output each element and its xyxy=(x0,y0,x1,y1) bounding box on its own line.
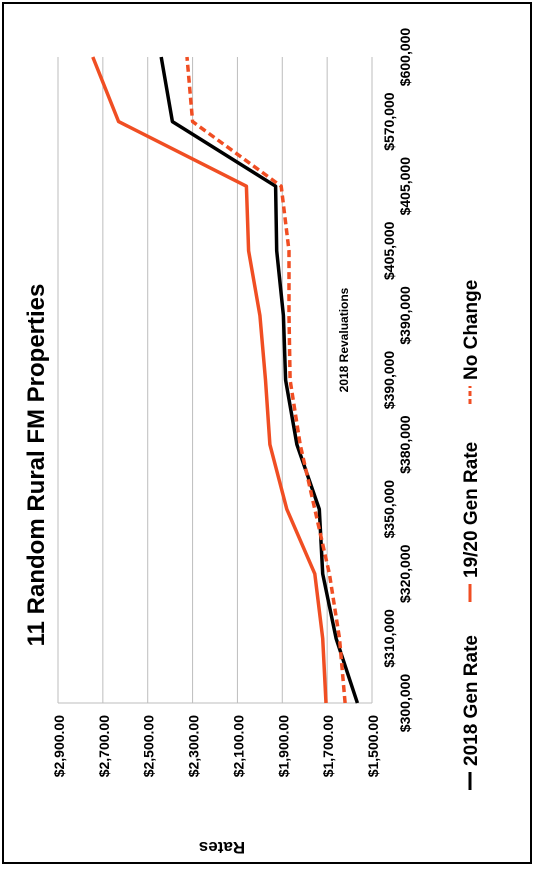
plot-grid xyxy=(57,57,373,704)
annotation-text: 2018 Revaluations xyxy=(337,287,351,392)
x-tick-label: $350,000 xyxy=(381,480,397,539)
legend: 2018 Gen Rate 19/20 Gen Rate No Change xyxy=(461,280,482,790)
legend-item: No Change xyxy=(461,280,482,404)
x-tick-label: $390,000 xyxy=(397,286,413,345)
legend-label: 2018 Gen Rate xyxy=(461,635,482,766)
legend-label: 19/20 Gen Rate xyxy=(461,442,482,578)
plot-lines xyxy=(91,56,360,704)
y-tick-label: $1,500.00 xyxy=(365,715,381,777)
x-tick-label: $405,000 xyxy=(381,221,397,280)
y-tick-label: $2,700.00 xyxy=(96,715,112,777)
legend-item: 19/20 Gen Rate xyxy=(461,442,482,602)
x-tick-label: $570,000 xyxy=(381,92,397,151)
y-tick-label: $2,500.00 xyxy=(141,715,157,777)
y-tick-label: $2,900.00 xyxy=(51,715,67,777)
chart-frame xyxy=(2,2,532,864)
legend-label: No Change xyxy=(461,280,482,380)
x-tick-label: $320,000 xyxy=(397,544,413,603)
x-tick-label: $380,000 xyxy=(397,415,413,474)
x-tick-label: $310,000 xyxy=(381,609,397,668)
x-tick-label: $300,000 xyxy=(397,674,413,733)
y-axis-label: Rates xyxy=(199,838,245,857)
series-line xyxy=(91,56,328,704)
y-tick-label: $2,100.00 xyxy=(230,715,246,777)
x-tick-label: $405,000 xyxy=(397,157,413,216)
x-tick-label: $390,000 xyxy=(381,351,397,410)
axes-text: $1,500.00 $1,700.00 $1,900.00 $2,100.00 $2,3… xyxy=(51,28,413,778)
series-line xyxy=(159,56,360,704)
x-tick-label: $600,000 xyxy=(397,28,413,87)
legend-item: 2018 Gen Rate xyxy=(461,635,482,790)
chart-title: 11 Random Rural FM Properties xyxy=(23,284,50,647)
y-tick-label: $2,300.00 xyxy=(186,715,202,777)
y-tick-label: $1,900.00 xyxy=(275,715,291,777)
y-tick-label: $1,700.00 xyxy=(320,715,336,777)
